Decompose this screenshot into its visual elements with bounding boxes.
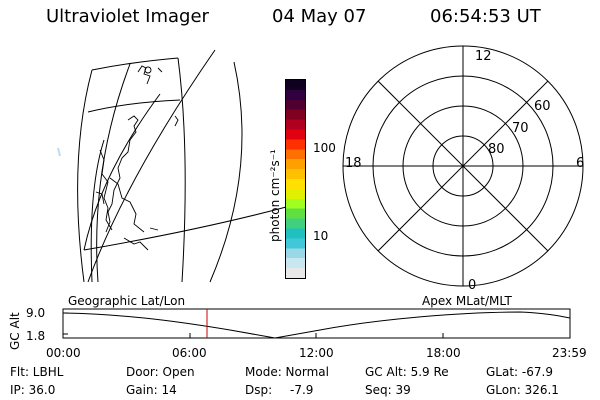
map-coord-label: Geographic Lat/Lon xyxy=(68,294,186,308)
glat-info: GLat: -67.9 xyxy=(486,365,553,379)
colorbar-tick-100: 100 xyxy=(313,141,336,155)
alt-xlabel-0600: 06:00 xyxy=(172,346,207,360)
alt-tick-1-8: 1.8 xyxy=(26,329,46,343)
mlt-label-bottom: 0 xyxy=(468,278,476,293)
alt-tick-9: 9.0 xyxy=(26,306,46,320)
alt-curve xyxy=(62,311,571,339)
gain-info: Gain: 14 xyxy=(126,383,177,397)
ip-info: IP: 36.0 xyxy=(10,383,56,397)
mlt-label-right: 6 xyxy=(576,156,584,171)
dsp-label: Dsp: xyxy=(245,383,273,397)
colorbar-tick-10: 10 xyxy=(313,229,329,243)
gc-alt-info: GC Alt: 5.9 Re xyxy=(365,365,449,379)
alt-xlabel-0000: 00:00 xyxy=(46,346,81,360)
lat-arc-2 xyxy=(87,99,181,113)
mlt-label-top: 12 xyxy=(475,49,492,64)
meridian-4 xyxy=(83,93,161,251)
alt-xlabel-1800: 18:00 xyxy=(426,346,461,360)
dsp-value: -7.9 xyxy=(290,383,314,397)
meridian-3 xyxy=(87,49,216,283)
meridian-2 xyxy=(209,61,243,283)
lat-label-80: 80 xyxy=(488,142,505,157)
lat-arc-1 xyxy=(91,57,179,71)
alt-xlabel-2359: 23:59 xyxy=(552,346,587,360)
alt-xlabel-1200: 12:00 xyxy=(299,346,334,360)
mode-info: Mode: Normal xyxy=(245,365,329,379)
filter-info: Flt: LBHL xyxy=(10,365,64,379)
instrument-title: Ultraviolet Imager xyxy=(46,6,209,27)
meridian-1 xyxy=(177,57,186,283)
lat-label-60: 60 xyxy=(534,99,551,114)
map-limb xyxy=(77,69,93,283)
glon-info: GLon: 326.1 xyxy=(486,383,559,397)
seq-info: Seq: 39 xyxy=(365,383,411,397)
date-label: 04 May 07 xyxy=(272,6,367,27)
faint-mark xyxy=(57,147,61,157)
lat-label-70: 70 xyxy=(512,121,529,136)
mlt-label-left: 18 xyxy=(345,156,362,171)
colorbar xyxy=(285,79,306,279)
door-info: Door: Open xyxy=(126,365,195,379)
grid-line-horizontal xyxy=(83,205,291,251)
island xyxy=(144,66,152,74)
polar-diagonal-2 xyxy=(377,80,549,252)
polar-coord-label: Apex MLat/MLT xyxy=(422,294,512,308)
time-label: 06:54:53 UT xyxy=(430,6,541,27)
